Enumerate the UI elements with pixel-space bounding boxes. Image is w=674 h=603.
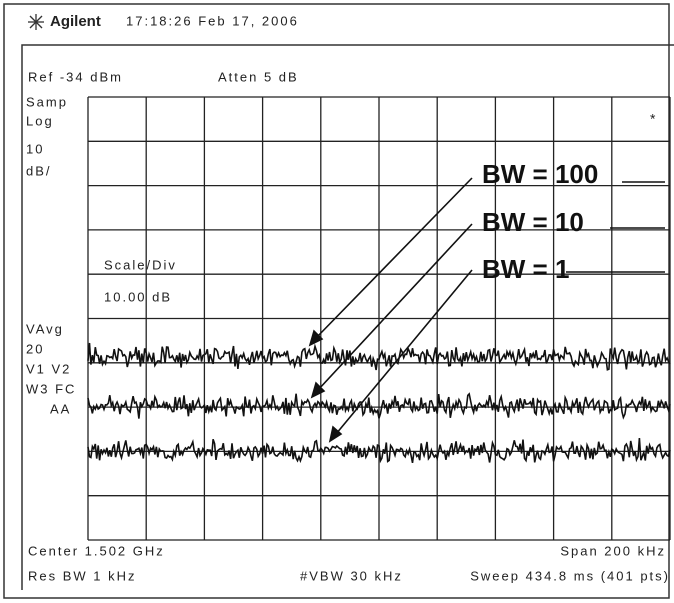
annotation-lines [308,177,665,443]
side-label: Samp [26,94,68,109]
scale-label: Scale/Div [104,257,177,272]
frame [21,44,674,590]
annotation: BW = 1 [482,254,569,284]
side-label: 10 [26,141,44,156]
side-label: V1 V2 [26,361,71,376]
side-label: Log [26,113,54,128]
trace [87,342,671,371]
center-freq: Center 1.502 GHz [28,543,165,558]
attenuation: Atten 5 dB [218,69,299,84]
res-bw: Res BW 1 kHz [28,568,137,583]
traces [87,342,671,464]
trace [87,392,671,420]
scale-value: 10.00 dB [104,289,172,304]
marker-flag: * [650,111,656,127]
span: Span 200 kHz [560,543,666,558]
sweep: Sweep 434.8 ms (401 pts) [470,568,670,583]
brand: Agilent [50,13,101,30]
annotation: BW = 100 [482,159,598,189]
logo-icon [28,14,44,30]
vbw: #VBW 30 kHz [300,568,403,583]
ref-level: Ref -34 dBm [28,69,123,84]
trace [87,437,671,464]
side-label: VAvg [26,321,64,336]
side-label: dB/ [26,163,52,178]
side-label: 20 [26,341,44,356]
left-labels: Samp Log 10 dB/VAvg 20 V1 V2 W3 FC AA [26,94,76,416]
annotation: BW = 10 [482,207,584,237]
timestamp: 17:18:26 Feb 17, 2006 [126,13,299,28]
graticule [87,96,671,541]
outer-border [3,3,670,599]
side-label: AA [50,401,71,416]
side-label: W3 FC [26,381,76,396]
